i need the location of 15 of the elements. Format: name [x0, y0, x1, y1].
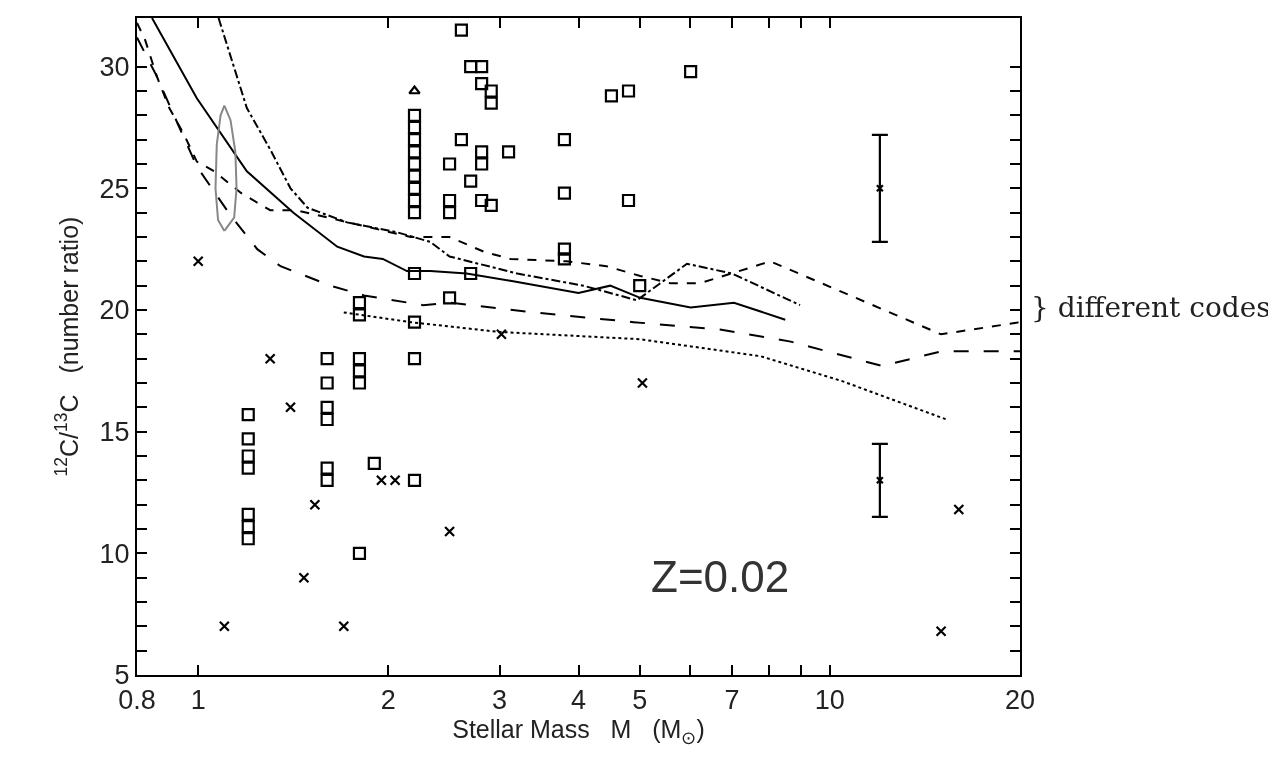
x-tick-label: 2 [380, 685, 396, 716]
y-tick-label: 10 [99, 538, 130, 569]
annotation: Z=0.02 [651, 552, 790, 601]
y-tick-label: 15 [99, 417, 130, 448]
y-tick-label: 20 [99, 295, 130, 326]
y-tick-label: 30 [99, 52, 130, 83]
y-tick-label: 25 [99, 173, 130, 204]
x-tick-label: 10 [814, 685, 845, 716]
x-tick-label: 4 [570, 685, 587, 716]
x-tick-label: 7 [724, 685, 740, 716]
x-tick-label: 20 [1004, 685, 1036, 716]
x-tick-label: 1 [190, 685, 206, 716]
x-tick-label: 5 [632, 685, 648, 716]
x-tick-label: 3 [492, 685, 508, 716]
x-axis-title: Stellar Mass M (M$_{⊙}$) [452, 715, 705, 748]
